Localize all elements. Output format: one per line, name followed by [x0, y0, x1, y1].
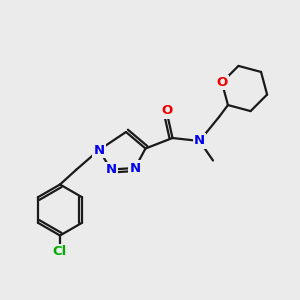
Text: N: N	[129, 161, 141, 175]
Text: O: O	[216, 76, 227, 89]
Text: N: N	[105, 163, 117, 176]
Text: O: O	[161, 104, 172, 118]
Text: Cl: Cl	[53, 245, 67, 258]
Text: N: N	[93, 143, 105, 157]
Text: N: N	[194, 134, 205, 148]
